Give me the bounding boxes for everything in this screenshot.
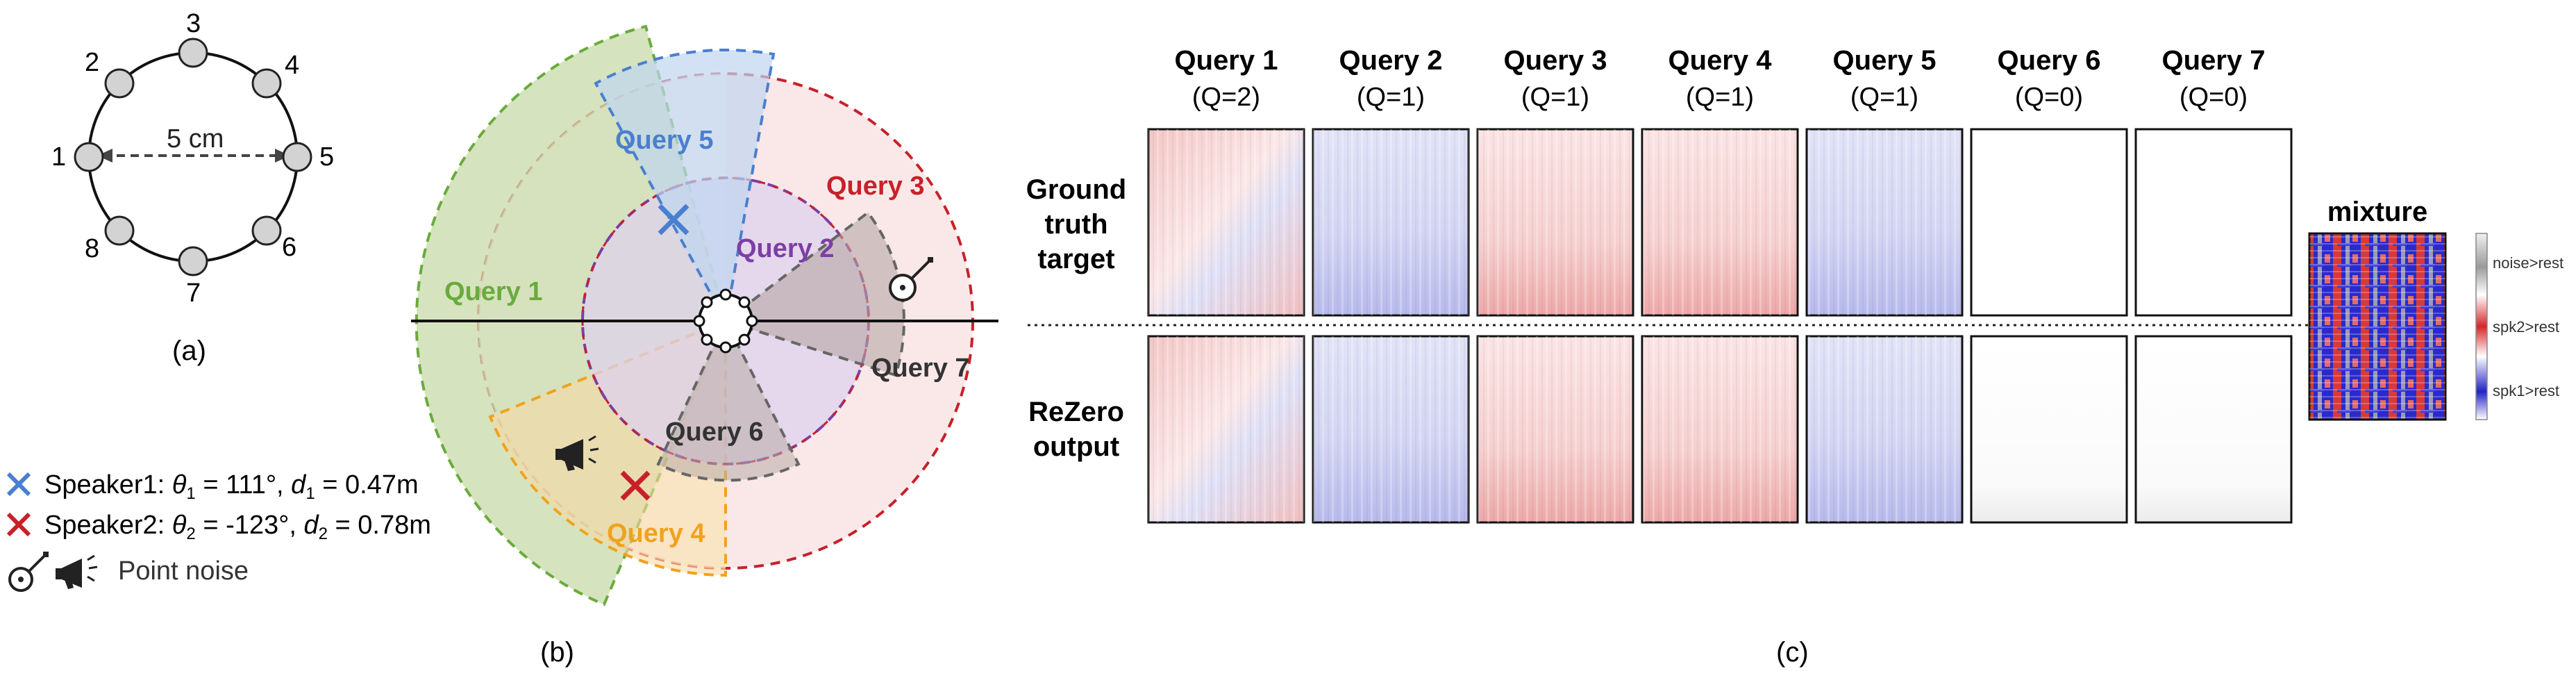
legend-speaker2: Speaker2: θ2 = -123°, d2 = 0.78m — [44, 511, 431, 543]
query5-label: Query 5 — [615, 126, 714, 155]
megaphone-icon — [56, 554, 98, 589]
legend-speaker1: Speaker1: θ1 = 111°, d1 = 0.47m — [44, 470, 419, 503]
col-sub-1: (Q=2) — [1192, 83, 1260, 112]
speaker2-marker — [620, 470, 651, 501]
query7-label: Query 7 — [871, 354, 970, 383]
legend: Speaker1: θ1 = 111°, d1 = 0.47m Speaker2… — [6, 470, 431, 592]
col-sub-3: (Q=1) — [1521, 83, 1589, 112]
panel-c-caption: (c) — [1776, 637, 1809, 668]
mixture-title: mixture — [2327, 197, 2428, 227]
row-label-rezero: ReZero output — [1028, 397, 1124, 462]
mic-label-1: 1 — [51, 142, 66, 172]
mic-6 — [251, 215, 282, 246]
col-title-2: Query 2 — [1339, 45, 1443, 76]
query1-label: Query 1 — [444, 277, 543, 306]
arrow-head-left — [97, 149, 112, 163]
gt-tile-query7 — [2134, 128, 2293, 317]
mic-label-3: 3 — [186, 9, 201, 38]
panel-b-caption: (b) — [540, 637, 574, 668]
speaker1-marker-icon — [6, 472, 31, 497]
col-sub-5: (Q=1) — [1850, 83, 1918, 112]
speaker2-marker-icon — [6, 512, 31, 537]
out-tile-query7 — [2134, 335, 2293, 524]
mic-4 — [251, 68, 282, 99]
mic-label-5: 5 — [319, 142, 334, 172]
query6-region — [656, 317, 801, 482]
banjo-noise-icon — [889, 257, 933, 302]
mic-label-8: 8 — [85, 234, 99, 263]
mic-label-7: 7 — [186, 279, 201, 308]
query5-region — [594, 49, 776, 325]
column-headers: Query 1 (Q=2) Query 2 (Q=1) Query 3 (Q=1… — [1175, 45, 2266, 112]
col-title-4: Query 4 — [1668, 45, 1773, 76]
col-title-3: Query 3 — [1504, 45, 1607, 76]
row-label-ground-truth: Ground truth target — [1026, 174, 1126, 274]
col-sub-7: (Q=0) — [2180, 83, 2248, 112]
distance-label: 5 cm — [167, 124, 224, 154]
rezero-output-row — [1147, 335, 2293, 524]
colorbar-label-spk1: spk1>rest — [2493, 382, 2559, 399]
col-sub-2: (Q=1) — [1357, 83, 1425, 112]
panel-c-spectrograms: Query 1 (Q=2) Query 2 (Q=1) Query 3 (Q=1… — [1026, 45, 2564, 668]
panel-a-mic-array: 5 cm 1 2 3 4 5 6 7 8 (a) — [51, 9, 334, 366]
mic-1 — [74, 142, 104, 172]
query6-label: Query 6 — [665, 418, 764, 447]
col-title-5: Query 5 — [1833, 45, 1937, 76]
mic-3 — [178, 38, 208, 68]
colorbar-label-spk2: spk2>rest — [2493, 318, 2559, 336]
panel-a-caption: (a) — [172, 336, 206, 366]
query3-label: Query 3 — [826, 172, 925, 201]
col-sub-6: (Q=0) — [2015, 83, 2083, 112]
col-title-6: Query 6 — [1998, 45, 2101, 76]
out-tile-query6 — [1970, 335, 2128, 524]
center-mics — [693, 288, 758, 354]
col-title-1: Query 1 — [1175, 45, 1278, 76]
mixture-colorbar — [2475, 233, 2488, 420]
query7-region — [722, 211, 905, 377]
mic-label-6: 6 — [282, 233, 296, 262]
banjo-icon — [8, 552, 49, 592]
mic-8 — [104, 215, 135, 246]
mic-2 — [104, 68, 135, 99]
mic-label-4: 4 — [285, 51, 299, 80]
mic-5 — [282, 142, 312, 172]
legend-point-noise: Point noise — [118, 556, 249, 586]
megaphone-noise-icon — [555, 435, 599, 471]
col-title-7: Query 7 — [2162, 45, 2266, 76]
col-sub-4: (Q=1) — [1686, 83, 1754, 112]
panel-b-query-regions: Query 1 Query 2 Query 3 Query 4 Query 5 … — [411, 24, 998, 668]
gt-tile-query6 — [1970, 128, 2128, 317]
ground-truth-row — [1147, 128, 2293, 317]
query2-label: Query 2 — [736, 234, 835, 263]
mic-label-2: 2 — [85, 48, 99, 77]
query4-label: Query 4 — [607, 519, 705, 548]
mic-7 — [178, 246, 208, 277]
colorbar-label-noise: noise>rest — [2493, 254, 2564, 272]
speaker1-marker — [658, 204, 689, 236]
